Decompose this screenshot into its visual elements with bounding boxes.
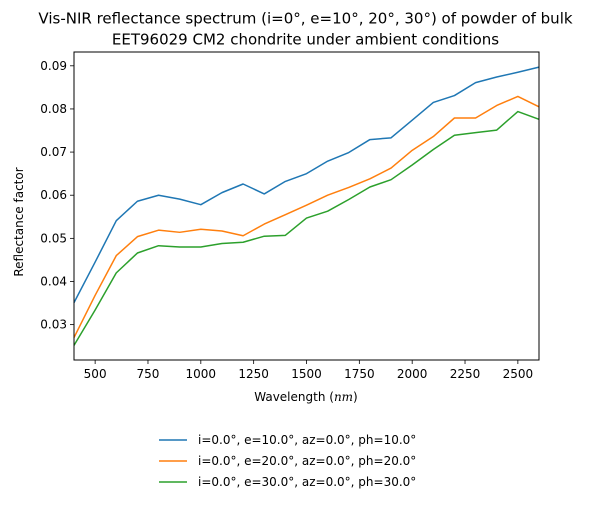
legend-label-2: i=0.0°, e=20.0°, az=0.0°, ph=20.0° xyxy=(198,454,416,468)
x-axis-ticks: 500 750 1000 1250 1500 1750 2000 2250 2500 xyxy=(84,360,533,381)
chart-title-line-1: Vis-NIR reflectance spectrum (i=0°, e=10… xyxy=(38,10,572,28)
x-tick-label: 2250 xyxy=(450,367,481,381)
x-tick-label: 1250 xyxy=(238,367,269,381)
y-tick-label: 0.08 xyxy=(40,102,67,116)
series-line-2 xyxy=(73,95,540,338)
legend-label-1: i=0.0°, e=10.0°, az=0.0°, ph=10.0° xyxy=(198,433,416,447)
y-tick-label: 0.04 xyxy=(40,274,67,288)
chart-title-line-2: EET96029 CM2 chondrite under ambient con… xyxy=(112,31,499,49)
y-axis-label: Reflectance factor xyxy=(12,167,26,276)
legend-label-3: i=0.0°, e=30.0°, az=0.0°, ph=30.0° xyxy=(198,475,416,489)
y-tick-label: 0.05 xyxy=(40,231,67,245)
x-axis-label: Wavelength (nm) xyxy=(254,390,357,404)
y-tick-label: 0.09 xyxy=(40,59,67,73)
series-line-1 xyxy=(73,66,540,303)
x-tick-label: 1500 xyxy=(291,367,322,381)
plot-frame xyxy=(73,51,540,361)
y-axis-ticks: 0.03 0.04 0.05 0.06 0.07 0.08 0.09 xyxy=(40,59,74,332)
x-tick-label: 2000 xyxy=(397,367,428,381)
y-tick-label: 0.03 xyxy=(40,318,67,332)
x-axis-label-text: Wavelength (nm) xyxy=(254,390,357,404)
x-tick-label: 2500 xyxy=(503,367,534,381)
x-tick-label: 750 xyxy=(137,367,160,381)
series-line-3 xyxy=(73,110,540,346)
x-tick-label: 1750 xyxy=(344,367,375,381)
x-tick-label: 500 xyxy=(84,367,107,381)
legend: i=0.0°, e=10.0°, az=0.0°, ph=10.0° i=0.0°… xyxy=(159,433,416,489)
y-tick-label: 0.06 xyxy=(40,188,67,202)
y-tick-label: 0.07 xyxy=(40,145,67,159)
series-layer xyxy=(73,66,540,346)
x-tick-label: 1000 xyxy=(186,367,217,381)
